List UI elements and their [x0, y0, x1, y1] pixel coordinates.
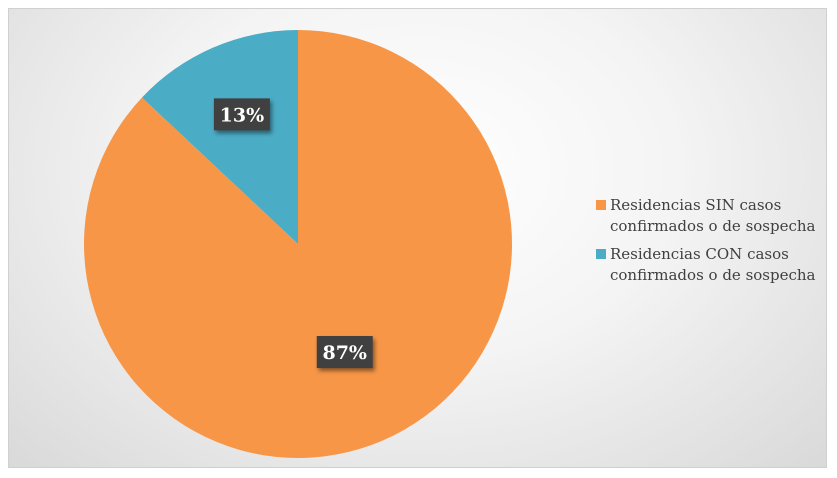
- data-label-box: [316, 336, 373, 369]
- pie-slice-con: [142, 30, 298, 244]
- legend-swatch-con: [596, 249, 606, 259]
- data-label-con: 13%: [213, 98, 270, 131]
- legend-entry-sin: Residencias SIN casos confirmados o de s…: [596, 195, 826, 237]
- pie-chart: 87% 13%: [83, 30, 513, 459]
- data-label-text: 87%: [322, 342, 367, 364]
- legend-entry-con: Residencias CON casos confirmados o de s…: [596, 244, 826, 286]
- data-label-sin: 87%: [316, 336, 373, 369]
- legend-label-sin: Residencias SIN casos confirmados o de s…: [610, 196, 816, 235]
- legend-swatch-sin: [596, 200, 606, 210]
- chart-area: 87% 13% Residencias SIN casos confirmados…: [8, 8, 827, 468]
- legend-label-con: Residencias CON casos confirmados o de s…: [610, 245, 816, 284]
- legend: Residencias SIN casos confirmados o de s…: [596, 195, 826, 293]
- data-label-box: [213, 98, 270, 131]
- data-label-text: 13%: [220, 104, 265, 126]
- pie-slice-sin: [83, 30, 513, 459]
